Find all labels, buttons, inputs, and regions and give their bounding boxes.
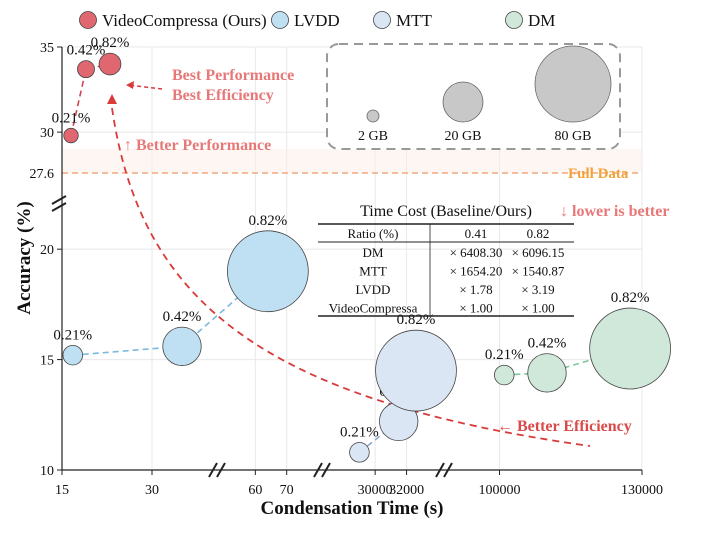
trend-curve — [111, 107, 591, 447]
data-label: 0.21% — [53, 327, 92, 343]
legend-marker — [271, 11, 289, 29]
bubble-point — [375, 329, 457, 412]
legend-label: VideoCompressa (Ours) — [102, 11, 267, 30]
annotation-best-performance: Best Performance — [172, 67, 294, 84]
x-axis-break — [208, 462, 226, 478]
y-axis-break — [51, 195, 67, 212]
size-legend-label: 2 GB — [358, 129, 388, 144]
bubble-point — [98, 52, 122, 76]
data-label: 0.82% — [91, 35, 130, 51]
x-tick-label: 60 — [248, 483, 262, 498]
data-label: 0.21% — [340, 425, 379, 441]
y-tick-label: 35 — [40, 41, 54, 56]
legend-marker — [505, 11, 523, 29]
x-axis-break — [313, 462, 331, 478]
trend-arrowhead — [107, 94, 117, 104]
legend-label: DM — [528, 11, 555, 30]
size-legend-bubble — [366, 109, 380, 123]
y-tick-label: 10 — [40, 464, 54, 479]
table-title: Time Cost (Baseline/Ours) — [360, 203, 532, 220]
table-cell: × 1.00 — [521, 301, 554, 316]
table-cell: LVDD — [356, 282, 391, 297]
x-tick-label: 70 — [280, 483, 294, 498]
table-cell: × 6408.30 — [450, 245, 503, 260]
x-tick-label: 130000 — [621, 483, 663, 498]
bubble-point — [349, 442, 370, 463]
table-cell: × 1540.87 — [512, 264, 565, 279]
legend-label: LVDD — [294, 11, 340, 30]
y-tick-label: 27.6 — [30, 167, 55, 182]
table-cell: × 3.19 — [521, 282, 554, 297]
y-axis-label: Accuracy (%) — [14, 201, 35, 314]
table-cell: × 1654.20 — [450, 264, 503, 279]
table-cell: MTT — [359, 264, 387, 279]
data-label: 0.42% — [163, 309, 202, 325]
data-label: 0.21% — [52, 110, 91, 126]
size-legend-label: 80 GB — [555, 129, 592, 144]
table-note: ↓ lower is better — [560, 203, 669, 220]
data-label: 0.42% — [528, 336, 567, 352]
full-data-band — [62, 149, 642, 173]
table-cell: DM — [363, 245, 384, 260]
x-tick-label: 32000 — [389, 483, 424, 498]
table-header-cell: 0.82 — [527, 226, 550, 241]
y-tick-label: 15 — [40, 354, 54, 369]
y-tick-label: 30 — [40, 126, 54, 141]
data-label: 0.82% — [248, 213, 287, 229]
annotation-better-efficiency: ← Better Efficiency — [497, 418, 632, 435]
x-axis-break — [435, 462, 453, 478]
annotation-arrow — [127, 84, 163, 90]
size-legend-label: 20 GB — [445, 129, 482, 144]
bubble-point — [62, 344, 84, 366]
x-tick-label: 30 — [145, 483, 159, 498]
legend-marker — [373, 11, 391, 29]
size-legend-bubble — [534, 45, 612, 123]
table-header-cell: Ratio (%) — [348, 226, 399, 241]
table-cell: × 6096.15 — [512, 245, 565, 260]
legend-label: MTT — [396, 11, 433, 30]
bubble-point — [494, 364, 515, 386]
data-label: 0.82% — [611, 290, 650, 306]
annotation-best-efficiency: Best Efficiency — [172, 87, 274, 104]
table-cell: VideoCompressa — [329, 301, 418, 316]
x-tick-label: 100000 — [479, 483, 521, 498]
table-header-cell: 0.41 — [465, 226, 488, 241]
table-cell: × 1.00 — [459, 301, 492, 316]
bubble-point — [77, 60, 95, 79]
full-data-label: Full Data — [568, 166, 629, 182]
x-tick-label: 30000 — [358, 483, 393, 498]
bubble-point — [227, 230, 309, 313]
table-cell: × 1.78 — [459, 282, 492, 297]
legend-marker — [79, 11, 97, 29]
size-legend-bubble — [442, 81, 484, 123]
bubble-point — [63, 127, 79, 144]
annotation-better-performance: ↑ Better Performance — [124, 137, 271, 154]
data-label: 0.21% — [485, 347, 524, 363]
y-tick-label: 20 — [40, 243, 54, 258]
x-axis-label: Condensation Time (s) — [261, 498, 444, 519]
bubble-point — [527, 353, 567, 393]
bubble-point — [589, 307, 671, 390]
x-tick-label: 15 — [55, 483, 69, 498]
data-label: 0.42% — [67, 43, 106, 59]
annotation-arrowhead — [126, 81, 134, 89]
bubble-point — [162, 326, 202, 366]
